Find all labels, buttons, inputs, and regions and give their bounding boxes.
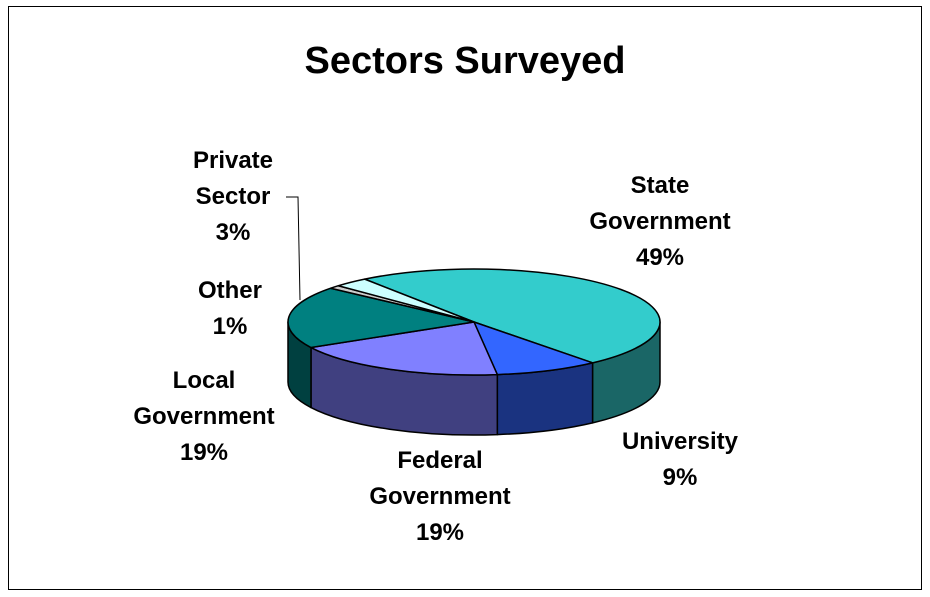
slice-label-line: Sector xyxy=(195,183,271,210)
leader-line xyxy=(286,196,301,301)
slice-label-university: University 9% xyxy=(600,424,760,496)
slice-label-line: University xyxy=(621,428,739,455)
slice-percent: 1% xyxy=(212,313,248,340)
slice-label-federal-government: Federal Government 19% xyxy=(340,443,540,551)
slice-label-line: Government xyxy=(589,208,731,235)
slice-label-line: Local xyxy=(172,367,236,394)
slice-label-other: Other 1% xyxy=(170,273,290,345)
slice-label-line: Government xyxy=(369,483,511,510)
pie-slice xyxy=(287,287,475,349)
slice-percent: 19% xyxy=(179,439,229,466)
pie-slice xyxy=(310,321,499,376)
slice-percent: 9% xyxy=(662,464,698,491)
pie-slice xyxy=(363,268,661,364)
pie-slice xyxy=(337,278,475,323)
pie-slice xyxy=(473,321,594,376)
slice-label-private-sector: Private Sector 3% xyxy=(170,143,296,251)
chart-title: Sectors Surveyed xyxy=(304,40,626,82)
slice-label-line: Federal xyxy=(397,447,483,474)
slice-label-line: Private xyxy=(192,147,274,174)
pie-top xyxy=(287,268,661,376)
slice-label-line: State xyxy=(630,172,690,199)
slice-label-state-government: State Government 49% xyxy=(560,168,760,276)
slice-label-local-government: Local Government 19% xyxy=(104,363,304,471)
slice-percent: 3% xyxy=(215,219,251,246)
slice-percent: 19% xyxy=(415,519,465,546)
slice-percent: 49% xyxy=(635,244,685,271)
slice-label-line: Government xyxy=(133,403,275,430)
slice-label-line: Other xyxy=(197,277,262,304)
